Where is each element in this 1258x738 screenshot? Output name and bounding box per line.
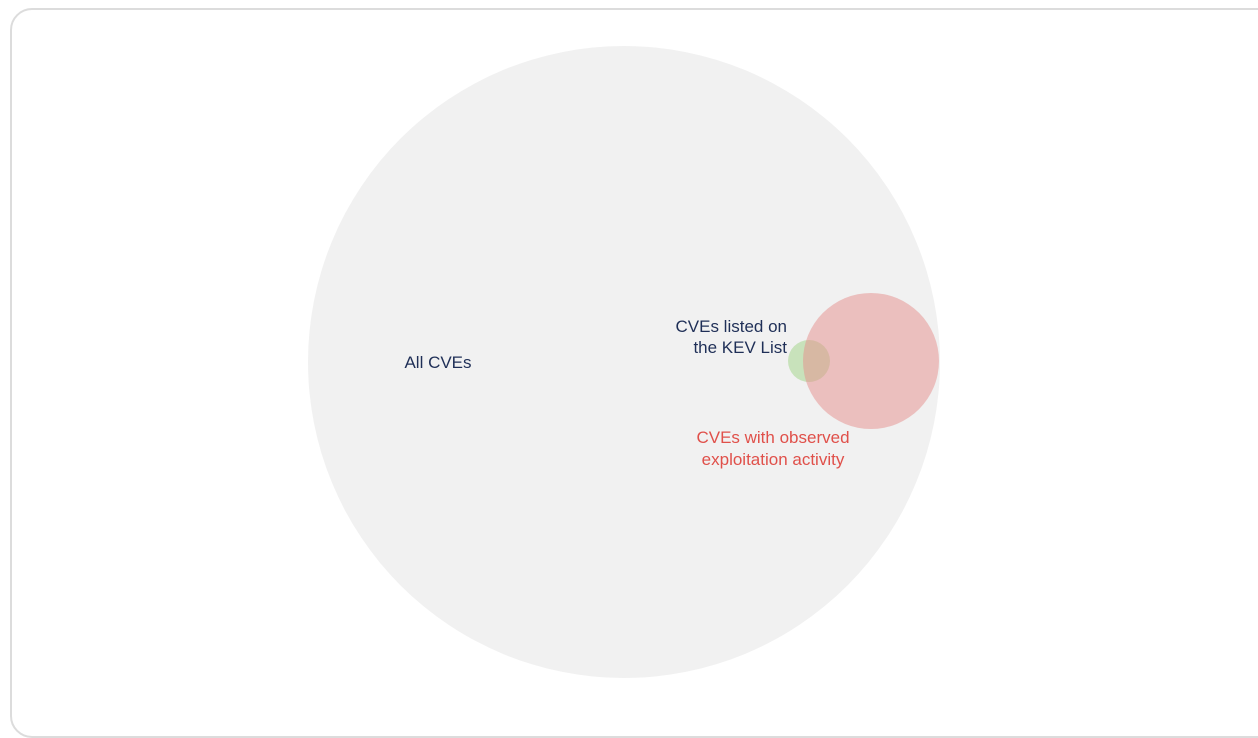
exploited-label-line2: exploitation activity — [702, 450, 845, 469]
exploited-label-line1: CVEs with observed — [696, 428, 849, 447]
venn-diagram: All CVEs CVEs listed on the KEV List CVE… — [308, 46, 940, 678]
kev-label-line1: CVEs listed on — [676, 317, 788, 336]
exploited-cves-circle — [803, 293, 939, 429]
all-cves-circle — [308, 46, 940, 678]
all-cves-label: All CVEs — [404, 353, 471, 372]
kev-label-line2: the KEV List — [693, 338, 787, 357]
